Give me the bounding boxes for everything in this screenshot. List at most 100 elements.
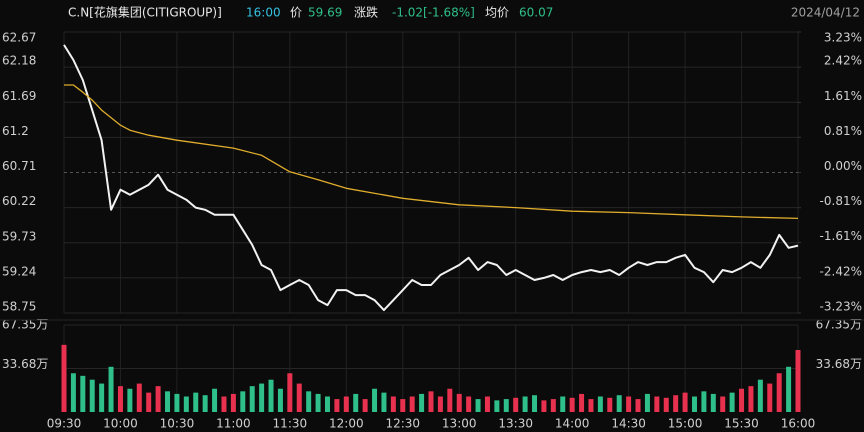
volume-bar (249, 386, 255, 412)
volume-bar (437, 396, 443, 412)
volume-bar (644, 393, 650, 412)
volume-bar (146, 392, 152, 412)
volume-bar (560, 396, 566, 412)
volume-bar (513, 397, 519, 412)
volume-bar (343, 396, 349, 412)
x-tick-label: 14:00 (555, 417, 590, 431)
volume-bar (409, 396, 415, 412)
x-tick-label: 14:30 (611, 417, 646, 431)
x-tick-label: 15:00 (668, 417, 703, 431)
volume-bar (315, 393, 321, 412)
y2-tick-label: 0.81% (824, 124, 862, 138)
volume-bar (80, 375, 86, 412)
volume-bar (607, 397, 613, 412)
volume-bar (165, 391, 171, 412)
x-tick-label: 10:00 (103, 417, 138, 431)
volume-bar (616, 395, 622, 412)
avg-label: 均价 (485, 6, 509, 20)
volume-bar (447, 388, 453, 412)
volume-tick-label: 33.68万 (816, 357, 862, 371)
volume-bar (117, 386, 123, 412)
volume-bar (494, 400, 500, 412)
change-label: 涨跌 (354, 5, 378, 20)
x-tick-label: 09:30 (47, 417, 82, 431)
y-tick-label: 61.2 (2, 124, 29, 138)
volume-bar (739, 388, 745, 412)
change: -1.02[-1.68%] (392, 6, 475, 20)
volume-bar (701, 391, 707, 412)
x-tick-label: 13:00 (442, 417, 477, 431)
y2-tick-label: -2.42% (820, 264, 862, 278)
volume-bar (268, 379, 274, 412)
price-line (63, 44, 799, 312)
y2-tick-label: -3.23% (820, 300, 862, 314)
volume-bar (99, 383, 105, 412)
x-tick-label: 16:00 (781, 417, 816, 431)
volume-tick-label: 67.35万 (2, 318, 48, 332)
volume-bar (230, 393, 236, 412)
volume-bar (532, 395, 538, 412)
volume-bar (353, 393, 359, 412)
volume-bar (503, 399, 509, 412)
volume-bar (400, 399, 406, 412)
volume-bar (776, 373, 782, 412)
volume-bar (324, 396, 330, 412)
volume-bar (296, 383, 302, 412)
volume-bar (287, 373, 293, 412)
volume-bar (475, 399, 481, 412)
y2-tick-label: 0.00% (824, 159, 862, 173)
date: 2024/04/12 (791, 6, 860, 20)
x-tick-label: 12:00 (329, 417, 364, 431)
volume-tick-label: 33.68万 (2, 357, 48, 371)
y-tick-label: 59.73 (2, 229, 36, 243)
volume-bar (221, 396, 227, 412)
y2-tick-label: -1.61% (820, 229, 862, 243)
y-tick-label: 60.22 (2, 194, 36, 208)
x-tick-label: 13:30 (498, 417, 533, 431)
volume-bar (654, 396, 660, 412)
volume-bar (193, 392, 199, 412)
volume-bar (786, 366, 792, 412)
volume-bar (626, 396, 632, 412)
y2-tick-label: 1.61% (824, 89, 862, 103)
symbol: C.N[花旗集团(CITIGROUP)] (68, 5, 222, 20)
volume-bar (70, 373, 76, 412)
volume-bar (362, 399, 368, 412)
x-tick-label: 11:00 (216, 417, 251, 431)
x-tick-label: 11:30 (273, 417, 308, 431)
volume-bar (588, 399, 594, 412)
volume-bar (579, 393, 585, 412)
y-tick-label: 61.69 (2, 89, 36, 103)
volume-bar (635, 399, 641, 412)
volume-bar (419, 393, 425, 412)
volume-bar (61, 344, 67, 412)
volume-bar (127, 388, 133, 412)
volume-bar (212, 388, 218, 412)
y-tick-label: 60.71 (2, 159, 36, 173)
y-tick-label: 62.18 (2, 54, 36, 68)
volume-bar (484, 396, 490, 412)
volume-bar (136, 383, 142, 412)
volume-bar (428, 391, 434, 412)
volume-bar (390, 396, 396, 412)
y-tick-label: 58.75 (2, 300, 36, 314)
x-tick-label: 10:30 (160, 417, 195, 431)
volume-bar (277, 388, 283, 412)
volume-bar (89, 379, 95, 412)
volume-bar (240, 391, 246, 412)
price-line (64, 84, 799, 220)
volume-bar (202, 395, 208, 412)
y-tick-label: 62.67 (2, 31, 36, 45)
volume-bar (673, 395, 679, 412)
volume-bar (729, 392, 735, 412)
volume-bar (767, 383, 773, 412)
y2-tick-label: -0.81% (820, 194, 862, 208)
time: 16:00 (246, 6, 281, 20)
volume-bar (597, 396, 603, 412)
volume-bar (522, 396, 528, 412)
volume-tick-label: 67.35万 (816, 318, 862, 332)
volume-bar (550, 399, 556, 412)
x-tick-label: 12:30 (385, 417, 420, 431)
volume-bar (381, 392, 387, 412)
